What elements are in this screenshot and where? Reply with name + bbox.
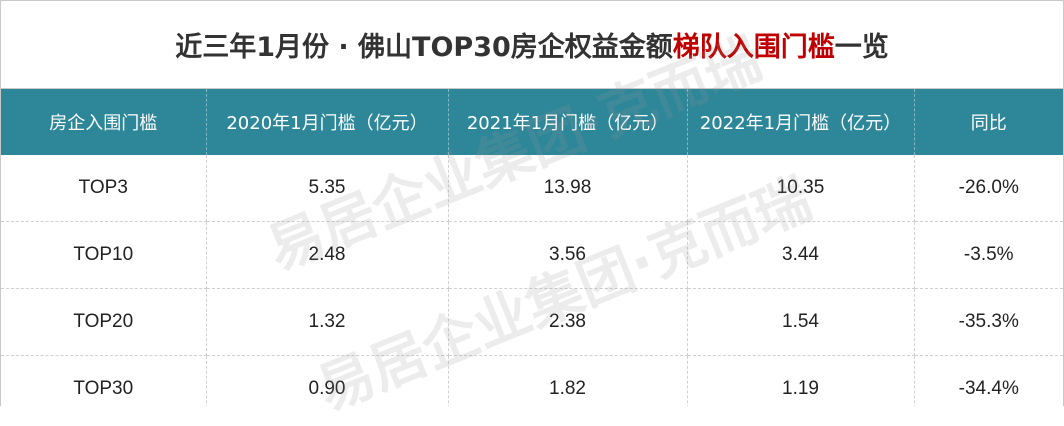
column-header: 2021年1月门槛（亿元） (448, 89, 688, 155)
title-highlight: 梯队入围门槛 (672, 32, 835, 63)
table-row: TOP20 1.32 2.38 1.54 -35.3% (1, 288, 1063, 356)
table-cell: TOP30 (1, 355, 207, 406)
table-cell: 13.98 (448, 155, 688, 222)
table-row: TOP30 0.90 1.82 1.19 -34.4% (1, 355, 1063, 406)
column-header: 2020年1月门槛（亿元） (206, 89, 449, 155)
table-card: 近三年1月份 · 佛山TOP30房企权益金额 梯队入围门槛 一览 房企入围门槛 202… (0, 0, 1064, 406)
table-cell: TOP20 (1, 288, 207, 356)
header-row: 房企入围门槛 2020年1月门槛（亿元） 2021年1月门槛（亿元） 2022年1月门… (1, 89, 1063, 155)
threshold-table: 房企入围门槛 2020年1月门槛（亿元） 2021年1月门槛（亿元） 2022年1月门… (1, 89, 1063, 406)
table-cell: 2.38 (448, 288, 688, 356)
title: 近三年1月份 · 佛山TOP30房企权益金额 梯队入围门槛 一览 (1, 1, 1063, 89)
table-row: TOP10 2.48 3.56 3.44 -3.5% (1, 221, 1063, 289)
column-header: 房企入围门槛 (1, 89, 207, 155)
table-cell: -26.0% (914, 155, 1063, 222)
table-cell: -3.5% (914, 221, 1063, 289)
table-cell: -35.3% (914, 288, 1063, 356)
table-cell: 3.44 (687, 221, 915, 289)
table-cell: TOP10 (1, 221, 207, 289)
table-cell: 5.35 (206, 155, 449, 222)
table-row: TOP3 5.35 13.98 10.35 -26.0% (1, 155, 1063, 222)
column-header: 2022年1月门槛（亿元） (687, 89, 915, 155)
table-cell: 10.35 (687, 155, 915, 222)
table-cell: -34.4% (914, 355, 1063, 406)
table-cell: TOP3 (1, 155, 207, 222)
table-cell: 1.19 (687, 355, 915, 406)
title-end: 一览 (834, 32, 889, 63)
table-cell: 1.32 (206, 288, 449, 356)
table-cell: 0.90 (206, 355, 449, 406)
table-cell: 1.54 (687, 288, 915, 356)
table-cell: 2.48 (206, 221, 449, 289)
table-body: TOP3 5.35 13.98 10.35 -26.0% TOP10 2.48 3.56 3.4… (1, 155, 1063, 406)
title-start: 近三年1月份 · 佛山TOP30房企权益金额 (175, 32, 673, 63)
table-cell: 3.56 (448, 221, 688, 289)
column-header: 同比 (914, 89, 1063, 155)
table-cell: 1.82 (448, 355, 688, 406)
